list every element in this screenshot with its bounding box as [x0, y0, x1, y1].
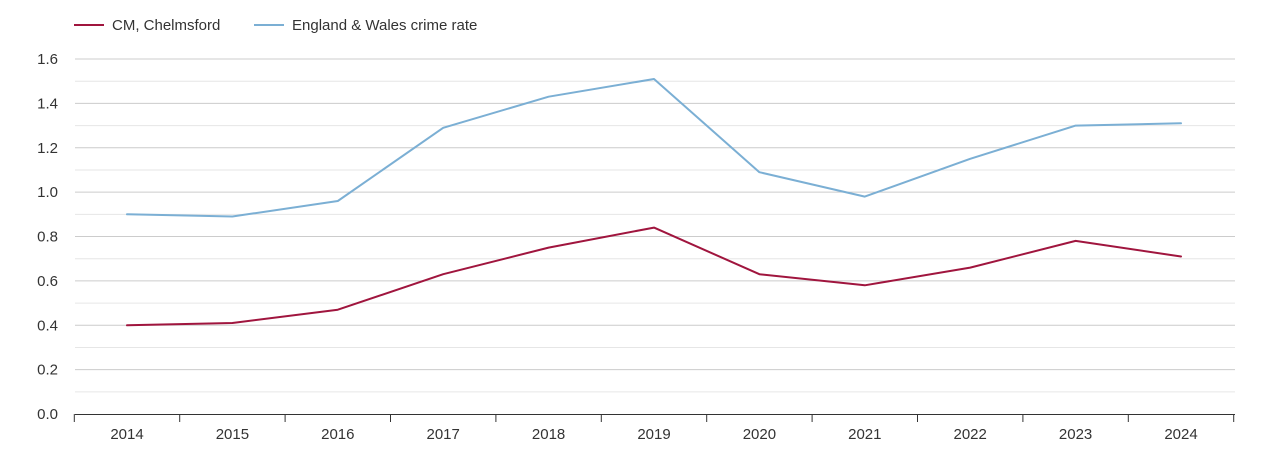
x-tick-label: 2018 [532, 426, 565, 443]
series-line-0[interactable] [126, 226, 1182, 327]
x-tick-label: 2014 [110, 426, 143, 443]
y-tick-label: 1.4 [37, 95, 58, 112]
y-tick-label: 1.2 [37, 140, 58, 157]
series-line-1[interactable] [126, 78, 1182, 218]
y-tick-label: 0.2 [37, 362, 58, 379]
x-axis-ticks: 2014 2015 2016 2017 2018 2019 2020 2021 2022 2023… [73, 414, 1235, 443]
y-tick-label: 1.6 [37, 51, 58, 68]
grid [75, 58, 1235, 393]
x-tick-label: 2019 [637, 426, 670, 443]
x-tick-label: 2024 [1164, 426, 1197, 443]
x-tick-label: 2017 [427, 426, 460, 443]
series-group [126, 78, 1182, 327]
legend-label-england-wales: England & Wales crime rate [292, 17, 477, 34]
x-tick-label: 2022 [954, 426, 987, 443]
y-tick-label: 0.4 [37, 317, 58, 334]
x-tick-label: 2023 [1059, 426, 1092, 443]
x-tick-label: 2021 [848, 426, 881, 443]
legend-entry-0[interactable]: CM, Chelmsford [74, 17, 220, 34]
y-tick-label: 0.6 [37, 273, 58, 290]
legend: CM, Chelmsford England & Wales crime rat… [74, 17, 477, 34]
x-tick-label: 2015 [216, 426, 249, 443]
x-tick-label: 2016 [321, 426, 354, 443]
y-tick-label: 1.0 [37, 184, 58, 201]
y-tick-label: 0.8 [37, 229, 58, 246]
x-tick-label: 2020 [743, 426, 776, 443]
legend-entry-1[interactable]: England & Wales crime rate [254, 17, 477, 34]
y-axis-ticks: 0.0 0.2 0.4 0.6 0.8 1.0 1.2 1.4 1.6 [37, 51, 58, 423]
legend-label-chelmsford: CM, Chelmsford [112, 17, 220, 34]
y-tick-label: 0.0 [37, 406, 58, 423]
